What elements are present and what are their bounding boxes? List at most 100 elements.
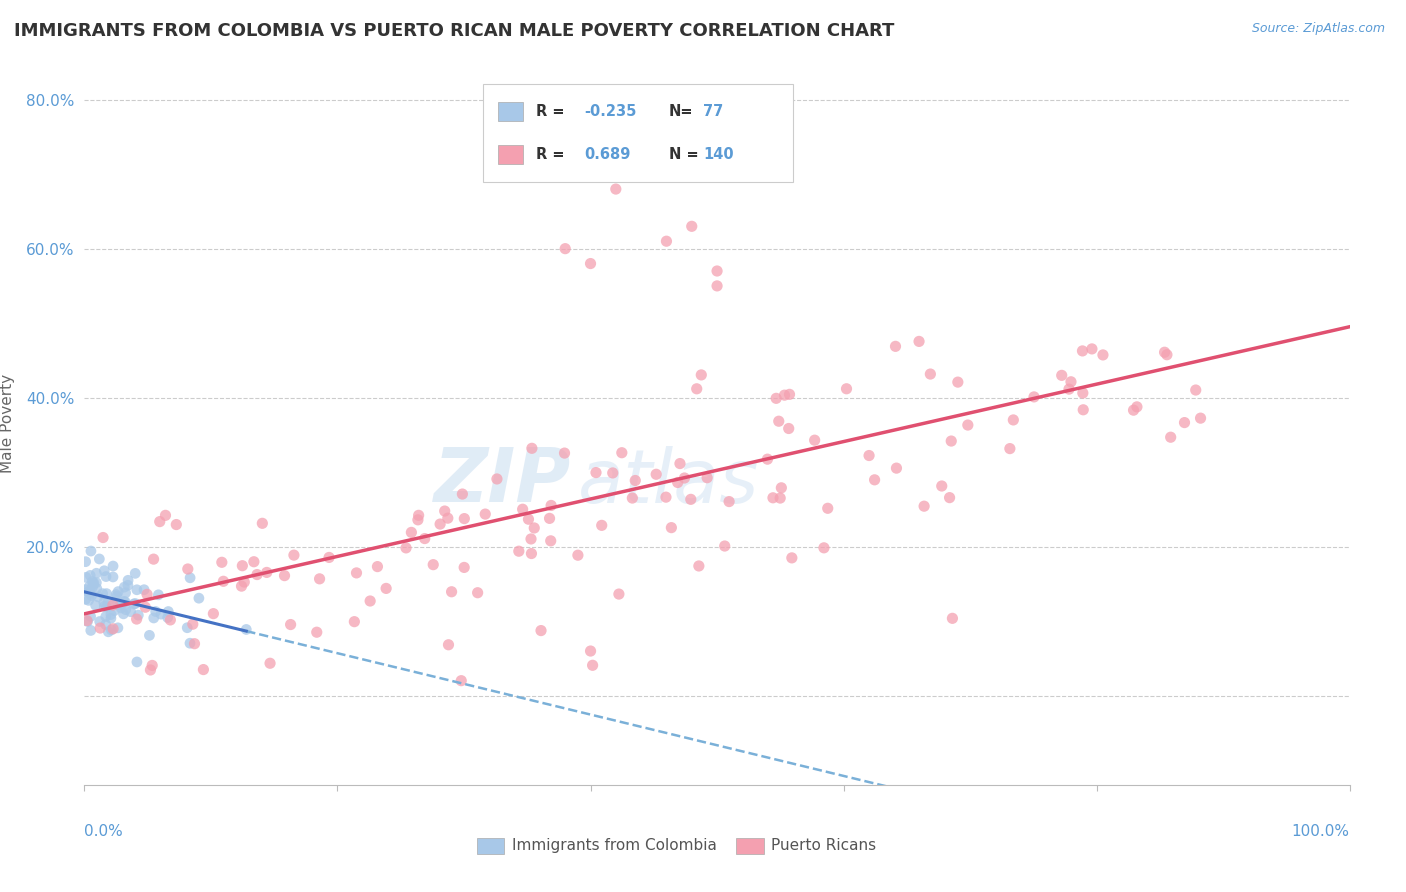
- Point: [686, 382, 709, 396]
- Point: [956, 418, 979, 433]
- Text: 140: 140: [703, 147, 734, 162]
- Point: [94, 617, 117, 632]
- Point: [437, 511, 460, 525]
- Y-axis label: Male Poverty: Male Poverty: [0, 374, 15, 474]
- Point: [159, 613, 181, 627]
- Point: [259, 657, 281, 671]
- Point: [605, 182, 627, 196]
- Bar: [498, 145, 523, 164]
- Point: [395, 541, 418, 555]
- Point: [101, 559, 124, 574]
- Point: [243, 555, 266, 569]
- Point: [125, 612, 148, 626]
- Point: [97, 595, 120, 609]
- Point: [134, 600, 156, 615]
- Point: [768, 414, 790, 428]
- Point: [80, 544, 103, 558]
- Point: [602, 466, 624, 480]
- Point: [91, 587, 114, 601]
- Point: [283, 548, 305, 562]
- Text: N =: N =: [669, 147, 699, 162]
- Point: [520, 532, 543, 546]
- Point: [305, 625, 328, 640]
- Point: [179, 636, 201, 650]
- Point: [630, 145, 652, 159]
- Point: [655, 490, 678, 504]
- Point: [165, 517, 187, 532]
- Point: [89, 552, 111, 566]
- Text: ZIP: ZIP: [434, 445, 571, 518]
- Point: [101, 570, 124, 584]
- Point: [82, 577, 104, 591]
- Point: [179, 571, 201, 585]
- Point: [93, 595, 115, 609]
- Point: [105, 589, 128, 603]
- Point: [581, 658, 603, 673]
- Point: [607, 587, 630, 601]
- Bar: [477, 838, 505, 854]
- Point: [401, 525, 423, 540]
- Point: [110, 600, 132, 615]
- Point: [136, 587, 159, 601]
- Point: [108, 598, 131, 612]
- Point: [765, 392, 787, 406]
- Point: [661, 521, 683, 535]
- Point: [1153, 345, 1175, 359]
- Point: [756, 452, 779, 467]
- Point: [84, 599, 107, 613]
- Point: [669, 457, 692, 471]
- Point: [100, 611, 122, 625]
- Point: [231, 579, 253, 593]
- Point: [124, 566, 146, 581]
- Point: [1071, 402, 1094, 417]
- Point: [149, 515, 172, 529]
- Point: [122, 597, 145, 611]
- Point: [82, 574, 104, 589]
- Point: [79, 579, 101, 593]
- Point: [718, 494, 741, 508]
- Point: [591, 518, 613, 533]
- Bar: [498, 103, 523, 121]
- Point: [453, 511, 475, 525]
- Point: [1071, 343, 1094, 358]
- Point: [433, 504, 456, 518]
- Text: 0.0%: 0.0%: [84, 824, 124, 838]
- Point: [1071, 386, 1094, 401]
- Point: [75, 592, 97, 607]
- Point: [778, 421, 800, 435]
- Point: [101, 598, 124, 612]
- Point: [125, 582, 148, 597]
- Point: [1002, 413, 1025, 427]
- Point: [211, 555, 233, 569]
- Point: [83, 575, 105, 590]
- Point: [474, 507, 496, 521]
- Point: [183, 637, 205, 651]
- Point: [75, 582, 97, 597]
- Point: [359, 594, 381, 608]
- Text: -0.235: -0.235: [585, 104, 637, 120]
- Point: [114, 602, 136, 616]
- Point: [112, 607, 135, 621]
- Point: [817, 501, 839, 516]
- Point: [1091, 348, 1114, 362]
- Point: [82, 580, 104, 594]
- Point: [1057, 382, 1080, 396]
- Point: [181, 617, 204, 632]
- Point: [103, 604, 125, 618]
- Point: [145, 605, 167, 619]
- Point: [366, 559, 388, 574]
- Text: Source: ZipAtlas.com: Source: ZipAtlas.com: [1251, 22, 1385, 36]
- Point: [679, 492, 702, 507]
- Point: [453, 560, 475, 574]
- Point: [941, 434, 963, 448]
- Point: [77, 584, 100, 599]
- Point: [440, 584, 463, 599]
- Point: [343, 615, 366, 629]
- Point: [688, 558, 710, 573]
- Point: [523, 521, 546, 535]
- Point: [769, 491, 792, 505]
- Point: [530, 624, 553, 638]
- Point: [485, 472, 508, 486]
- Point: [931, 479, 953, 493]
- Point: [75, 555, 97, 569]
